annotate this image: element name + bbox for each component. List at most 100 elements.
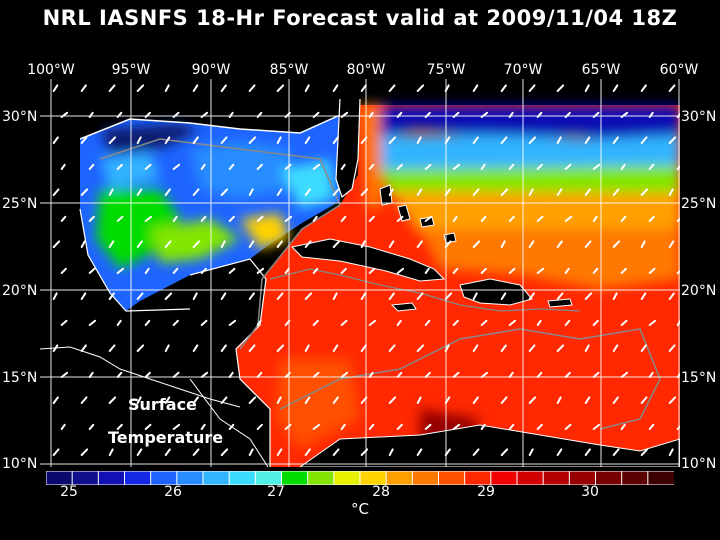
wind-vector <box>80 344 87 352</box>
border-line <box>40 346 241 408</box>
wind-vector <box>256 423 263 430</box>
wind-vector <box>536 371 543 378</box>
lat-label-right: 10°N <box>681 456 717 472</box>
wind-vector <box>276 136 282 144</box>
lat-label-left: 15°N <box>2 370 38 386</box>
wind-vector <box>648 319 657 326</box>
colorbar-swatch <box>97 471 126 485</box>
wind-vector <box>60 215 67 222</box>
wind-vector <box>144 371 151 378</box>
wind-vector <box>228 319 237 326</box>
colorbar-swatch <box>516 471 545 485</box>
wind-vector <box>584 344 590 352</box>
wind-vector <box>312 319 319 326</box>
wind-vector <box>396 319 402 326</box>
wind-vector <box>564 163 572 170</box>
overlay-label-surface: Surface <box>128 395 197 414</box>
wind-vector <box>88 163 95 170</box>
wind-vector <box>368 423 375 430</box>
colorbar-swatch <box>254 471 283 485</box>
wind-vector <box>256 215 264 222</box>
wind-vector <box>556 344 565 352</box>
yucatan-land <box>190 259 266 349</box>
wind-vector <box>52 396 59 404</box>
wind-vector <box>312 423 321 430</box>
lat-label-left: 10°N <box>2 456 38 472</box>
wind-vector <box>388 292 395 300</box>
wind-vector <box>116 423 123 430</box>
wind-vector <box>564 215 573 222</box>
wind-vector <box>416 136 422 144</box>
wind-vector <box>116 163 123 170</box>
colorbar-swatch <box>438 471 466 485</box>
wind-vector <box>472 396 479 404</box>
wind-vector <box>416 344 425 352</box>
colorbar-swatch <box>647 471 674 485</box>
wind-vector <box>536 267 545 274</box>
wind-vector <box>556 188 563 196</box>
wind-vector <box>612 344 619 352</box>
lat-label-right: 25°N <box>681 196 717 212</box>
wind-vector <box>612 188 620 196</box>
wind-vector <box>256 267 265 274</box>
wind-vector <box>144 215 153 222</box>
wind-vector <box>676 165 680 170</box>
depth-contour <box>279 328 661 430</box>
wind-vector <box>192 448 200 456</box>
wind-vector <box>304 292 313 300</box>
wind-vector <box>480 215 487 222</box>
wind-vector <box>472 188 480 196</box>
wind-vector <box>564 267 570 274</box>
lon-label: 95°W <box>111 62 151 78</box>
wind-vector <box>116 215 124 222</box>
wind-vector <box>388 136 397 144</box>
wind-vector <box>256 319 262 326</box>
wind-vector <box>668 136 677 144</box>
wind-vector <box>368 215 375 222</box>
wind-vector <box>248 188 254 196</box>
coastline <box>335 98 361 199</box>
wind-vector <box>220 240 226 248</box>
wind-vector <box>164 136 171 144</box>
wind-vector <box>556 448 563 456</box>
wind-vector <box>164 240 172 248</box>
wind-vector <box>640 136 648 144</box>
wind-vector <box>416 448 423 456</box>
wind-vector <box>508 319 517 326</box>
wind-vector <box>388 240 395 248</box>
lon-label: 70°W <box>503 62 543 78</box>
wind-vector <box>80 136 88 144</box>
lon-label: 65°W <box>581 62 621 78</box>
wind-vector <box>276 84 285 92</box>
wind-vector <box>200 267 207 274</box>
wind-vector <box>556 136 562 144</box>
wind-vector <box>536 423 543 430</box>
wind-vector <box>452 215 458 222</box>
wind-vector <box>480 371 489 378</box>
wind-vector <box>172 215 178 222</box>
wind-vector <box>528 84 536 92</box>
colorbar-swatch <box>202 471 231 485</box>
wind-vector <box>172 423 181 430</box>
wind-vector <box>332 136 339 144</box>
wind-vector <box>228 163 235 170</box>
wind-vector <box>340 423 346 430</box>
lon-label: 90°W <box>191 62 231 78</box>
lon-label: 80°W <box>346 62 386 78</box>
coastline <box>189 258 271 467</box>
wind-vector <box>648 423 655 430</box>
wind-vector <box>388 344 396 352</box>
wind-vector <box>60 423 66 430</box>
lat-label-left: 25°N <box>2 196 38 212</box>
wind-vector <box>144 319 151 326</box>
wind-vector <box>332 240 341 248</box>
colorbar-tick-label: 26 <box>164 484 182 500</box>
wind-vector <box>416 292 424 300</box>
wind-vector <box>612 292 618 300</box>
wind-vector <box>508 215 515 222</box>
wind-vector <box>220 396 228 404</box>
wind-vector <box>88 319 97 326</box>
colorbar-swatch <box>621 471 649 485</box>
wind-vector <box>144 267 150 274</box>
hispaniola-land <box>459 278 533 306</box>
